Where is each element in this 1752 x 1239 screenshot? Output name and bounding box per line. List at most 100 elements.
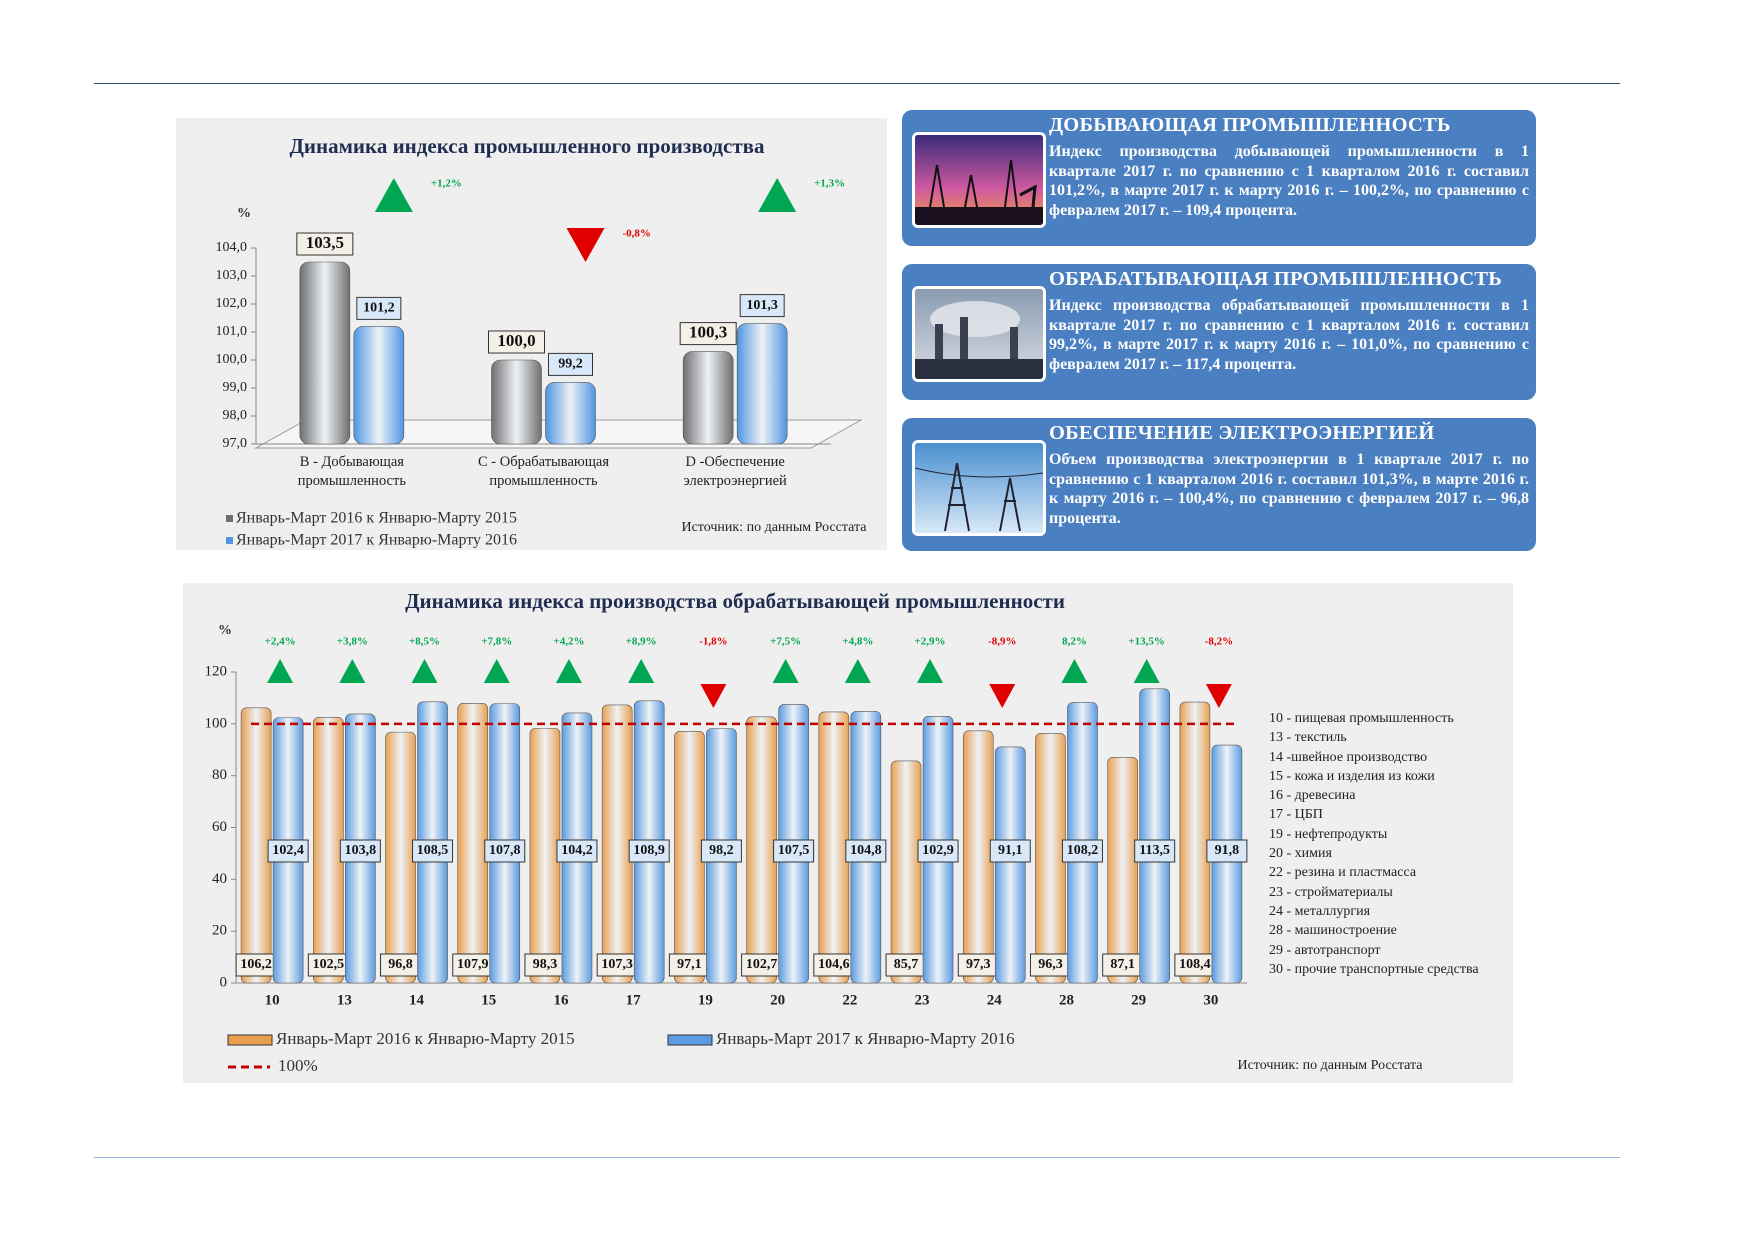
y-tick-label: 60 — [212, 819, 227, 835]
x-tick-label: C - Обрабатывающая промышленность — [478, 454, 609, 489]
legend-label: 100% — [278, 1056, 318, 1075]
value-label: 108,5 — [417, 843, 449, 858]
power-picture — [915, 443, 1043, 533]
change-label: +1,3% — [814, 178, 845, 190]
value-label-box — [989, 839, 1031, 863]
bar — [353, 326, 405, 445]
value-label-box — [267, 839, 309, 863]
bar — [313, 717, 344, 984]
code-legend-item: 20 - химия — [1269, 846, 1332, 862]
value-label: 107,9 — [457, 957, 489, 972]
y-tick-label: 97,0 — [223, 436, 248, 451]
panel-body: Индекс производства обрабатывающей промы… — [1049, 297, 1529, 373]
x-tick-label: 24 — [987, 992, 1003, 1008]
info-panel: ОБЕСПЕЧЕНИЕ ЭЛЕКТРОЭНЕРГИЕЙ Объем произв… — [902, 418, 1536, 551]
bar — [299, 261, 351, 445]
change-marker — [758, 178, 797, 212]
bar — [385, 731, 416, 984]
code-legend-item: 30 - прочие транспортные средства — [1269, 961, 1479, 977]
code-legend-item: 23 - стройматериалы — [1269, 884, 1393, 900]
bar — [1211, 744, 1243, 984]
source-note: Источник: по данным Росстата — [681, 520, 867, 535]
value-label: 101,2 — [363, 301, 395, 316]
legend-swatch — [226, 537, 233, 544]
value-label: 97,3 — [966, 957, 991, 972]
y-tick-label: 80 — [212, 767, 227, 783]
bar — [962, 730, 994, 984]
x-tick-label-line: промышленность — [298, 473, 407, 489]
value-label-box — [1206, 839, 1248, 863]
value-label-box — [488, 330, 545, 354]
bar — [746, 716, 777, 984]
x-tick-label: B - Добывающая промышленность — [298, 454, 407, 489]
value-label: 103,8 — [345, 843, 377, 858]
y-axis-unit: % — [218, 623, 232, 638]
x-tick-label: 15 — [481, 992, 496, 1008]
bar — [457, 703, 489, 984]
x-tick-label: 13 — [337, 992, 352, 1008]
value-label: 103,5 — [306, 233, 344, 252]
value-label-box — [628, 839, 670, 863]
value-label: 91,8 — [1215, 843, 1240, 858]
bar — [674, 731, 705, 984]
panel-body: Объем производства электроэнергии в 1 кв… — [1049, 451, 1529, 527]
change-label: +4,8% — [842, 636, 873, 648]
panel-picture — [912, 132, 1046, 228]
panel-title: ОБЕСПЕЧЕНИЕ ЭЛЕКТРОЭНЕРГИЕЙ — [1049, 422, 1435, 444]
change-marker — [772, 659, 799, 683]
code-legend-item: 14 -швейное производство — [1269, 749, 1428, 765]
x-tick-label: 14 — [409, 992, 425, 1008]
change-label: -8,2% — [1205, 636, 1233, 648]
chart-title: Динамика индекса производства обрабатыва… — [405, 589, 1065, 613]
value-label: 96,8 — [388, 957, 413, 972]
value-label-box — [700, 839, 742, 863]
chart-box: Динамика индекса производства обрабатыва… — [183, 583, 1513, 1083]
bar — [1107, 756, 1138, 984]
change-label: +7,8% — [481, 636, 512, 648]
change-label: -1,8% — [699, 636, 727, 648]
x-tick-label: 29 — [1131, 992, 1146, 1008]
legend-label: Январь-Март 2016 к Январю-Марту 2015 — [276, 1029, 575, 1048]
value-label: 104,8 — [850, 843, 882, 858]
x-tick-label: 22 — [842, 992, 857, 1008]
value-label: 107,3 — [601, 957, 633, 972]
value-label: 102,5 — [313, 957, 345, 972]
value-label-box — [739, 294, 785, 318]
value-label-box — [296, 232, 354, 256]
code-legend-item: 13 - текстиль — [1269, 730, 1347, 746]
change-marker — [374, 178, 413, 212]
code-legend-item: 24 - металлургия — [1269, 903, 1371, 919]
x-tick-label-line: C - Обрабатывающая — [478, 454, 609, 470]
x-tick-label-line: электроэнергией — [684, 473, 787, 489]
change-label: +7,5% — [770, 636, 801, 648]
bar — [601, 704, 633, 984]
bar — [818, 711, 850, 984]
chart: Динамика индекса производства обрабатыва… — [205, 589, 1424, 1075]
change-marker — [411, 659, 438, 683]
value-label-box — [412, 839, 454, 863]
value-label: 87,1 — [1110, 957, 1135, 972]
x-tick-label: 30 — [1203, 992, 1218, 1008]
value-label: 108,9 — [633, 843, 665, 858]
bar — [890, 760, 922, 984]
panel-picture — [912, 286, 1046, 382]
y-tick-label: 101,0 — [216, 324, 248, 339]
y-tick-label: 100,0 — [216, 352, 248, 367]
legend-swatch — [227, 1034, 273, 1046]
y-tick-label: 40 — [212, 871, 227, 887]
code-legend-item: 16 - древесина — [1269, 788, 1356, 804]
x-tick-label-line: промышленность — [489, 473, 598, 489]
bar — [1035, 733, 1066, 984]
bar — [529, 727, 561, 984]
legend-swatch — [667, 1034, 713, 1046]
x-tick-label: 20 — [770, 992, 785, 1008]
bar — [545, 382, 596, 445]
info-panel: ДОБЫВАЮЩАЯ ПРОМЫШЛЕННОСТЬ Индекс произво… — [902, 110, 1536, 246]
value-label-box — [484, 839, 526, 863]
value-label: 96,3 — [1038, 957, 1063, 972]
change-marker — [555, 659, 582, 683]
panel-title: ОБРАБАТЫВАЮЩАЯ ПРОМЫШЛЕННОСТЬ — [1049, 268, 1502, 290]
value-label-box — [339, 839, 381, 863]
change-label: -8,9% — [988, 636, 1016, 648]
